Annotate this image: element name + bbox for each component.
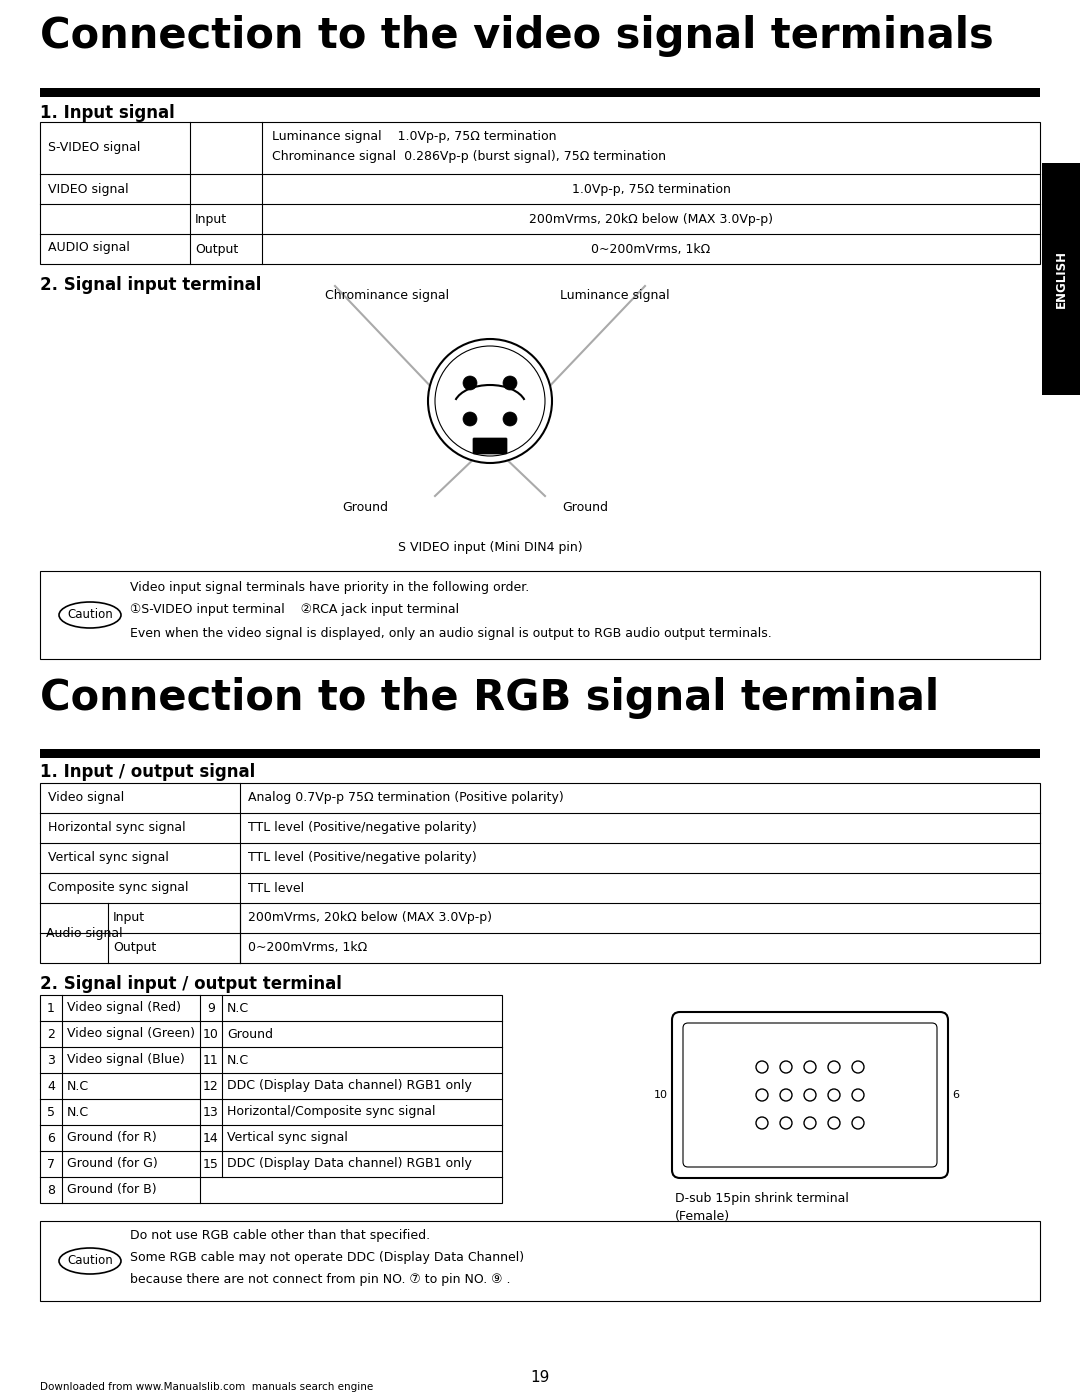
- Text: Caution: Caution: [67, 609, 113, 622]
- Text: 8: 8: [48, 1183, 55, 1196]
- Text: 200mVrms, 20kΩ below (MAX 3.0Vp-p): 200mVrms, 20kΩ below (MAX 3.0Vp-p): [248, 911, 492, 925]
- Text: Output: Output: [113, 942, 157, 954]
- Text: 19: 19: [530, 1370, 550, 1384]
- Text: Analog 0.7Vp-p 75Ω termination (Positive polarity): Analog 0.7Vp-p 75Ω termination (Positive…: [248, 792, 564, 805]
- Text: Ground (for B): Ground (for B): [67, 1183, 157, 1196]
- Text: 1: 1: [48, 1002, 55, 1014]
- Text: ENGLISH: ENGLISH: [1054, 250, 1067, 307]
- Text: Ground (for G): Ground (for G): [67, 1158, 158, 1171]
- Text: 4: 4: [48, 1080, 55, 1092]
- Text: 1: 1: [854, 1044, 862, 1053]
- Text: Downloaded from www.Manualslib.com  manuals search engine: Downloaded from www.Manualslib.com manua…: [40, 1382, 374, 1391]
- Text: Do not use RGB cable other than that specified.: Do not use RGB cable other than that spe…: [130, 1229, 430, 1242]
- Text: 2: 2: [48, 1028, 55, 1041]
- Text: Some RGB cable may not operate DDC (Display Data Channel): Some RGB cable may not operate DDC (Disp…: [130, 1250, 524, 1264]
- Text: Ground: Ground: [227, 1028, 273, 1041]
- Text: 10: 10: [203, 1028, 219, 1041]
- Text: 2. Signal input / output terminal: 2. Signal input / output terminal: [40, 975, 342, 993]
- Text: 2. Signal input terminal: 2. Signal input terminal: [40, 277, 261, 293]
- Circle shape: [463, 376, 477, 390]
- Bar: [40, 88, 1040, 96]
- Circle shape: [503, 412, 517, 426]
- Text: TTL level (Positive/negative polarity): TTL level (Positive/negative polarity): [248, 821, 476, 834]
- Text: Video signal: Video signal: [48, 792, 124, 805]
- Bar: [1042, 163, 1080, 395]
- Text: Vertical sync signal: Vertical sync signal: [227, 1132, 348, 1144]
- Text: S VIDEO input (Mini DIN4 pin): S VIDEO input (Mini DIN4 pin): [397, 541, 582, 555]
- Circle shape: [463, 412, 477, 426]
- Text: 6: 6: [48, 1132, 55, 1144]
- Text: Horizontal/Composite sync signal: Horizontal/Composite sync signal: [227, 1105, 435, 1119]
- Text: DDC (Display Data channel) RGB1 only: DDC (Display Data channel) RGB1 only: [227, 1080, 472, 1092]
- Text: Chrominance signal  0.286Vp-p (burst signal), 75Ω termination: Chrominance signal 0.286Vp-p (burst sign…: [272, 149, 666, 163]
- Bar: [40, 1221, 1040, 1301]
- Bar: [40, 749, 1040, 759]
- Text: Luminance signal    1.0Vp-p, 75Ω termination: Luminance signal 1.0Vp-p, 75Ω terminatio…: [272, 130, 556, 142]
- FancyBboxPatch shape: [473, 439, 507, 454]
- Text: Even when the video signal is displayed, only an audio signal is output to RGB a: Even when the video signal is displayed,…: [130, 627, 772, 640]
- Circle shape: [428, 339, 552, 462]
- Text: 3: 3: [48, 1053, 55, 1066]
- Text: 1. Input / output signal: 1. Input / output signal: [40, 763, 255, 781]
- Text: DDC (Display Data channel) RGB1 only: DDC (Display Data channel) RGB1 only: [227, 1158, 472, 1171]
- Text: 9: 9: [207, 1002, 215, 1014]
- Text: Composite sync signal: Composite sync signal: [48, 882, 189, 894]
- Text: S-VIDEO signal: S-VIDEO signal: [48, 141, 140, 155]
- FancyBboxPatch shape: [683, 1023, 937, 1166]
- Text: VIDEO signal: VIDEO signal: [48, 183, 129, 196]
- Bar: [40, 995, 502, 1203]
- Text: ①S-VIDEO input terminal    ②RCA jack input terminal: ①S-VIDEO input terminal ②RCA jack input …: [130, 604, 459, 616]
- Text: Video input signal terminals have priority in the following order.: Video input signal terminals have priori…: [130, 581, 529, 594]
- Text: Luminance signal: Luminance signal: [561, 289, 670, 302]
- Text: Audio signal: Audio signal: [46, 926, 123, 940]
- Text: 200mVrms, 20kΩ below (MAX 3.0Vp-p): 200mVrms, 20kΩ below (MAX 3.0Vp-p): [529, 212, 773, 225]
- Text: Connection to the video signal terminals: Connection to the video signal terminals: [40, 15, 994, 57]
- Text: 1. Input signal: 1. Input signal: [40, 103, 175, 122]
- Text: Ground: Ground: [342, 502, 388, 514]
- Text: 11: 11: [851, 1139, 865, 1148]
- Text: 0~200mVrms, 1kΩ: 0~200mVrms, 1kΩ: [248, 942, 367, 954]
- Text: 6: 6: [951, 1090, 959, 1099]
- Text: 5: 5: [758, 1044, 766, 1053]
- Bar: [40, 782, 1040, 963]
- Text: 15: 15: [755, 1139, 769, 1148]
- Text: N.C: N.C: [67, 1080, 90, 1092]
- Text: D-sub 15pin shrink terminal: D-sub 15pin shrink terminal: [675, 1192, 849, 1206]
- Text: Input: Input: [195, 212, 227, 225]
- Text: 10: 10: [654, 1090, 669, 1099]
- Text: because there are not connect from pin NO. ⑦ to pin NO. ⑨ .: because there are not connect from pin N…: [130, 1273, 511, 1287]
- Text: N.C: N.C: [227, 1053, 249, 1066]
- Text: (Female): (Female): [675, 1210, 730, 1222]
- Text: Ground (for R): Ground (for R): [67, 1132, 157, 1144]
- Text: 5: 5: [48, 1105, 55, 1119]
- Text: 12: 12: [203, 1080, 219, 1092]
- Bar: [40, 571, 1040, 659]
- Text: Video signal (Blue): Video signal (Blue): [67, 1053, 185, 1066]
- Text: 14: 14: [203, 1132, 219, 1144]
- Text: Vertical sync signal: Vertical sync signal: [48, 852, 168, 865]
- Text: Video signal (Red): Video signal (Red): [67, 1002, 181, 1014]
- Text: Ground: Ground: [562, 502, 608, 514]
- Text: Video signal (Green): Video signal (Green): [67, 1028, 195, 1041]
- Text: TTL level: TTL level: [248, 882, 305, 894]
- Text: N.C: N.C: [227, 1002, 249, 1014]
- Text: TTL level (Positive/negative polarity): TTL level (Positive/negative polarity): [248, 852, 476, 865]
- Circle shape: [503, 376, 517, 390]
- Text: 13: 13: [203, 1105, 219, 1119]
- Text: Caution: Caution: [67, 1255, 113, 1267]
- Text: 7: 7: [48, 1158, 55, 1171]
- Text: 1.0Vp-p, 75Ω termination: 1.0Vp-p, 75Ω termination: [571, 183, 730, 196]
- Text: Chrominance signal: Chrominance signal: [325, 289, 449, 302]
- Text: Input: Input: [113, 911, 145, 925]
- Text: 0~200mVrms, 1kΩ: 0~200mVrms, 1kΩ: [592, 243, 711, 256]
- Text: Connection to the RGB signal terminal: Connection to the RGB signal terminal: [40, 678, 940, 719]
- Text: N.C: N.C: [67, 1105, 90, 1119]
- FancyBboxPatch shape: [672, 1011, 948, 1178]
- Text: Horizontal sync signal: Horizontal sync signal: [48, 821, 186, 834]
- Text: 15: 15: [203, 1158, 219, 1171]
- Text: Output: Output: [195, 243, 239, 256]
- Text: AUDIO signal: AUDIO signal: [48, 240, 130, 253]
- Bar: [40, 122, 1040, 264]
- Text: 11: 11: [203, 1053, 219, 1066]
